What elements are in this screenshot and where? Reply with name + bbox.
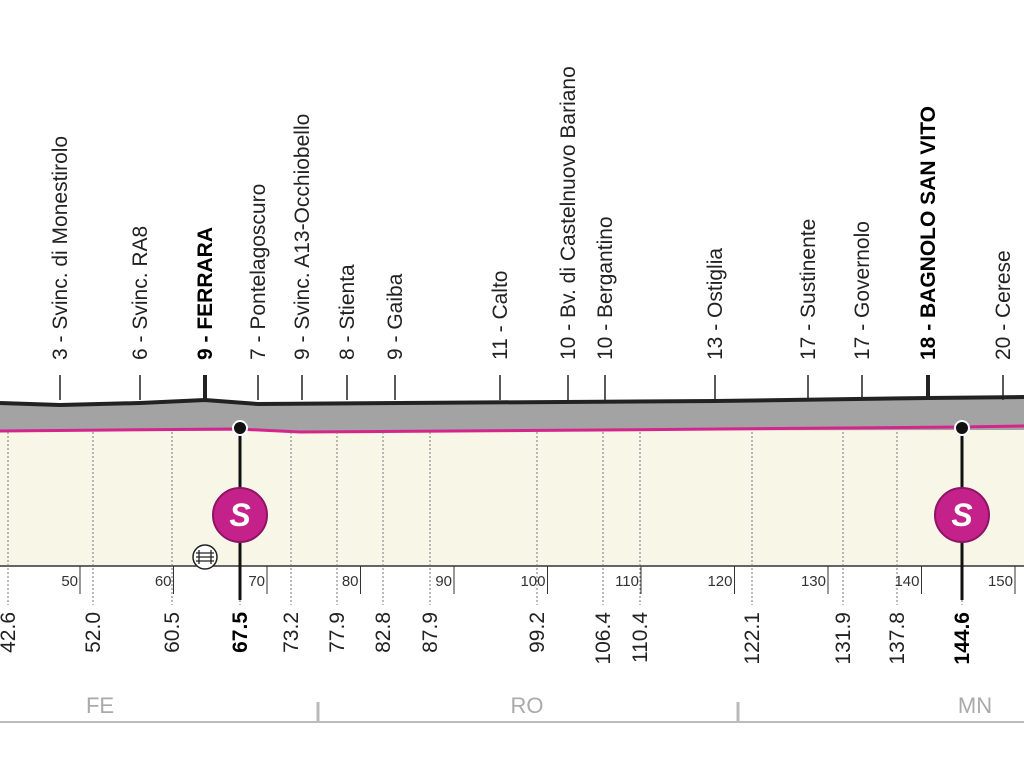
place-label: 18 - BAGNOLO SAN VITO	[917, 106, 940, 360]
axis-tick-label: 150	[988, 573, 1013, 590]
province-label: MN	[958, 693, 992, 718]
distance-label: 52.0	[82, 612, 105, 653]
axis-tick-label: 130	[801, 573, 826, 590]
place-label: 20 - Cerese	[992, 250, 1015, 360]
distance-label: 137.8	[886, 612, 909, 665]
sprint-symbol: S	[229, 497, 251, 533]
place-label: 9 - Gaiba	[384, 273, 407, 360]
distance-label: 122.1	[741, 612, 764, 665]
distance-label: 110.4	[629, 612, 652, 663]
axis-tick-label: 110	[615, 573, 639, 590]
axis-tick-label: 90	[435, 573, 452, 590]
place-label: 17 - Governolo	[851, 221, 874, 360]
profile-road-line	[0, 424, 1024, 434]
distance-label: 106.4	[592, 612, 615, 665]
distance-label: 87.9	[419, 612, 442, 653]
distance-label: 131.9	[832, 612, 855, 665]
sprint-symbol: S	[951, 497, 973, 533]
province-label: RO	[511, 693, 544, 718]
distance-label: 144.6	[951, 612, 974, 665]
axis-tick-label: 70	[248, 573, 265, 590]
distance-label: 82.8	[372, 612, 395, 653]
distance-label: 42.6	[0, 612, 20, 653]
profile-area	[0, 428, 1024, 566]
axis-tick-label: 120	[707, 573, 732, 590]
place-label: 17 - Sustinente	[797, 219, 820, 360]
place-label: 7 - Pontelagoscuro	[247, 184, 270, 360]
distance-label: 67.5	[229, 612, 252, 653]
distance-label: 73.2	[280, 612, 303, 653]
place-label: 10 - Bv. di Castelnuovo Bariano	[557, 66, 580, 360]
place-label: 6 - Svinc. RA8	[129, 226, 152, 360]
place-label: 11 - Calto	[489, 271, 512, 361]
distance-label: 99.2	[526, 612, 549, 653]
axis-tick-label: 140	[894, 573, 919, 590]
place-label: 3 - Svinc. di Monestirolo	[49, 136, 72, 360]
distance-label: 60.5	[161, 612, 184, 653]
place-label: 9 - Svinc. A13-Occhiobello	[291, 114, 314, 360]
axis-tick-label: 60	[155, 573, 172, 590]
distance-label: 77.9	[326, 612, 349, 653]
province-label: FE	[86, 693, 114, 718]
sprint-badge	[212, 487, 268, 543]
sprint-point	[232, 420, 248, 436]
place-label: 10 - Bergantino	[594, 216, 617, 360]
profile-top-line	[0, 395, 1024, 408]
place-label: 9 - FERRARA	[194, 227, 217, 360]
place-label: 8 - Stienta	[336, 264, 359, 360]
place-label: 13 - Ostiglia	[704, 248, 727, 360]
axis-tick-label: 100	[520, 573, 545, 590]
railway-crossing-icon	[192, 544, 218, 570]
axis-tick-label: 80	[342, 573, 359, 590]
axis-tick-label: 50	[61, 573, 78, 590]
sprint-point	[954, 420, 970, 436]
sprint-badge	[934, 487, 990, 543]
